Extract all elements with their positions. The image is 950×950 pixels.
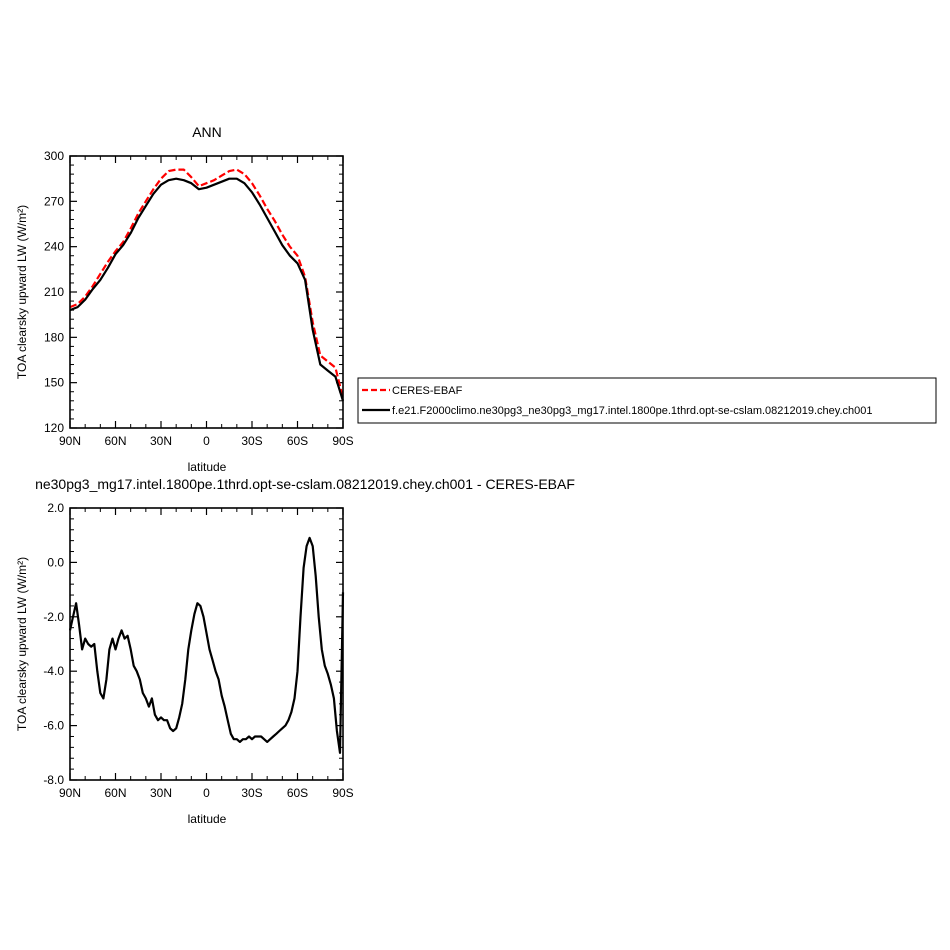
top-xtick-label: 60S: [287, 434, 308, 448]
legend-box: [357, 377, 937, 424]
top-xtick-label: 0: [203, 434, 210, 448]
top-xtick-label: 30S: [241, 434, 262, 448]
bottom-xtick-label: 60S: [287, 786, 308, 800]
top-xtick-label: 90S: [332, 434, 353, 448]
bottom-x-axis-label: latitude: [188, 812, 227, 826]
bottom-ytick-label: 0.0: [47, 555, 64, 569]
top-ytick-label: 270: [44, 194, 64, 208]
bottom-xtick-label: 90N: [59, 786, 81, 800]
top-ytick-label: 150: [44, 376, 64, 390]
top-ytick-label: 240: [44, 240, 64, 254]
bottom-xtick-label: 90S: [332, 786, 353, 800]
bottom-chart-lines: [68, 536, 345, 754]
top-series-line-0: [69, 168, 345, 399]
bottom-chart-title: ne30pg3_mg17.intel.1800pe.1thrd.opt-se-c…: [35, 476, 575, 492]
top-ytick-label: 300: [44, 149, 64, 163]
bottom-series-line-0: [68, 536, 345, 754]
top-x-axis-label: latitude: [188, 460, 227, 474]
top-panel: ANN 120 150 180 210 240 270 300 90N 60N 30N 0 30S 60…: [15, 124, 354, 474]
bottom-ytick-label: 2.0: [47, 501, 64, 515]
legend-label-ceres: CERES-EBAF: [392, 385, 463, 397]
top-plot-frame: [69, 155, 344, 429]
top-ytick-label: 210: [44, 285, 64, 299]
legend: CERES-EBAF f.e21.F2000climo.ne30pg3_ne30…: [357, 377, 937, 424]
top-xtick-label: 60N: [104, 434, 126, 448]
bottom-ytick-label: -8.0: [43, 773, 64, 787]
bottom-y-axis-label: TOA clearsky upward LW (W/m²): [15, 557, 29, 731]
bottom-xtick-label: 30N: [150, 786, 172, 800]
bottom-xtick-label: 60N: [104, 786, 126, 800]
bottom-plot-frame: [69, 507, 344, 781]
bottom-xtick-label: 0: [203, 786, 210, 800]
bottom-panel: ne30pg3_mg17.intel.1800pe.1thrd.opt-se-c…: [15, 476, 575, 826]
top-ytick-label: 120: [44, 421, 64, 435]
top-series-line-1: [69, 177, 345, 402]
bottom-ytick-label: -2.0: [43, 610, 64, 624]
top-xtick-label: 30N: [150, 434, 172, 448]
bottom-ytick-label: -4.0: [43, 664, 64, 678]
top-xtick-label: 90N: [59, 434, 81, 448]
bottom-xtick-label: 30S: [241, 786, 262, 800]
top-chart-title: ANN: [192, 124, 222, 140]
top-chart-lines: [69, 168, 345, 402]
top-ytick-label: 180: [44, 330, 64, 344]
bottom-ytick-label: -6.0: [43, 719, 64, 733]
top-y-axis-label: TOA clearsky upward LW (W/m²): [15, 205, 29, 379]
legend-label-model: f.e21.F2000climo.ne30pg3_ne30pg3_mg17.in…: [392, 405, 872, 417]
